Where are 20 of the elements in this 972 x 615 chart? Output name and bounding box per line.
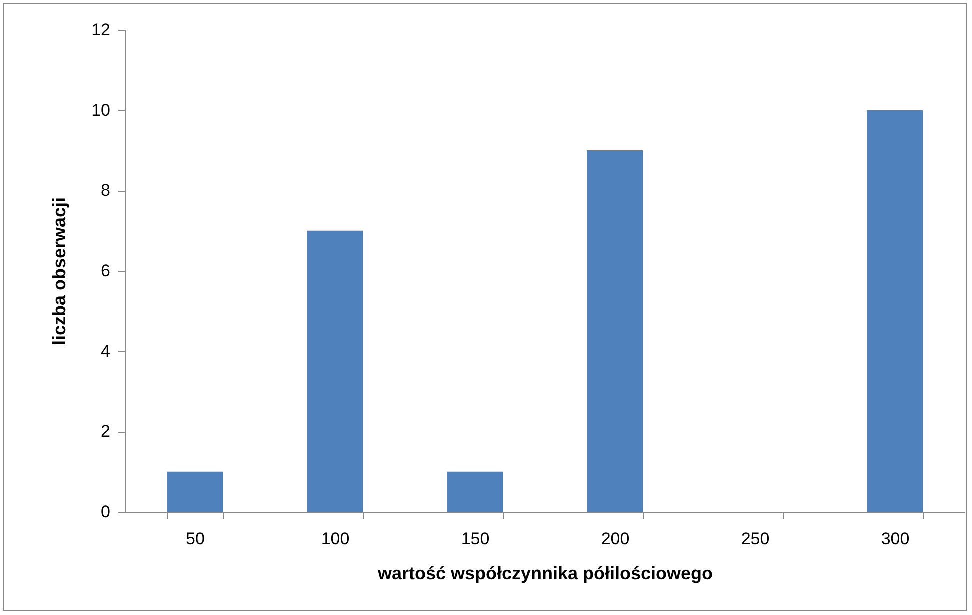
y-tick-label: 6 (101, 262, 110, 280)
x-tick-label: 50 (186, 530, 205, 548)
y-tick-label: 2 (101, 422, 110, 442)
y-tick-label: 10 (92, 100, 110, 120)
bar (307, 230, 363, 512)
y-tick-label: 0 (101, 502, 110, 522)
y-tick-label: 4 (101, 342, 110, 361)
x-tick-label: 100 (321, 530, 350, 548)
bar (867, 110, 923, 512)
bar (587, 150, 643, 512)
x-tick-label: 300 (881, 530, 910, 548)
y-tick-label: 12 (92, 20, 110, 40)
x-tick-label: 200 (601, 530, 630, 548)
x-tick-label: 150 (461, 530, 490, 548)
x-axis-title: wartość współczynnika półilościowego (376, 564, 714, 584)
x-tick-label: 250 (741, 530, 770, 548)
y-axis-title: liczba obserwacji (50, 197, 70, 346)
bar (167, 472, 223, 512)
bar (447, 472, 503, 512)
y-tick-label: 8 (101, 181, 110, 200)
